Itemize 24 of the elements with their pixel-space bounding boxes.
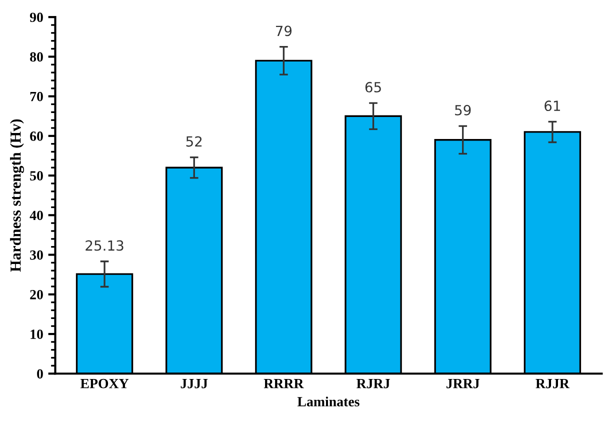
y-axis-title: Hardness strength (Hv) [10, 119, 24, 272]
y-tick-label: 50 [30, 171, 43, 180]
x-tick-label: RJJR [536, 379, 570, 388]
y-tick-label: 0 [37, 369, 43, 379]
x-axis-title: Laminates [297, 396, 360, 406]
y-tick-label: 80 [30, 52, 43, 62]
y-tick-label: 10 [30, 330, 43, 339]
y-tick-label: 30 [30, 250, 43, 260]
y-tick-label: 90 [30, 12, 43, 22]
y-tick-label: 60 [30, 132, 43, 141]
data-label: 52 [186, 136, 202, 147]
data-label: 65 [365, 82, 381, 92]
x-tick-label: JJJJ [180, 379, 208, 388]
data-label: 59 [455, 104, 471, 116]
data-label: 25.13 [86, 240, 124, 251]
data-label: 61 [544, 100, 560, 112]
x-tick-label: JRRJ [446, 379, 480, 388]
y-tick-label: 40 [30, 210, 43, 220]
x-tick-label: RRRR [264, 379, 304, 388]
x-tick-label: RJRJ [356, 379, 390, 388]
y-tick-label: 20 [30, 290, 43, 300]
x-tick-label: EPOXY [80, 378, 129, 388]
data-label: 79 [276, 26, 292, 36]
y-tick-label: 70 [30, 92, 43, 102]
